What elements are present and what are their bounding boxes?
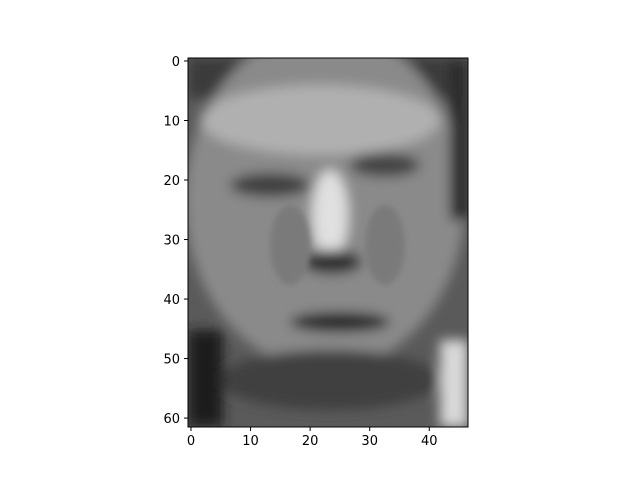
y-tick-label: 40 bbox=[163, 293, 180, 308]
y-tick-label: 60 bbox=[163, 412, 180, 427]
x-tick-label: 30 bbox=[361, 434, 378, 449]
face-image bbox=[188, 58, 468, 427]
x-tick-label: 20 bbox=[302, 434, 319, 449]
x-tick-label: 10 bbox=[242, 434, 259, 449]
y-tick-label: 10 bbox=[163, 114, 180, 129]
axes-frame bbox=[187, 57, 469, 428]
y-tick-label: 0 bbox=[172, 55, 180, 70]
y-tick-label: 30 bbox=[163, 234, 180, 249]
y-tick-label: 50 bbox=[163, 353, 180, 368]
x-tick-label: 40 bbox=[421, 434, 438, 449]
x-tick-label: 0 bbox=[187, 434, 195, 449]
y-tick-label: 20 bbox=[163, 174, 180, 189]
